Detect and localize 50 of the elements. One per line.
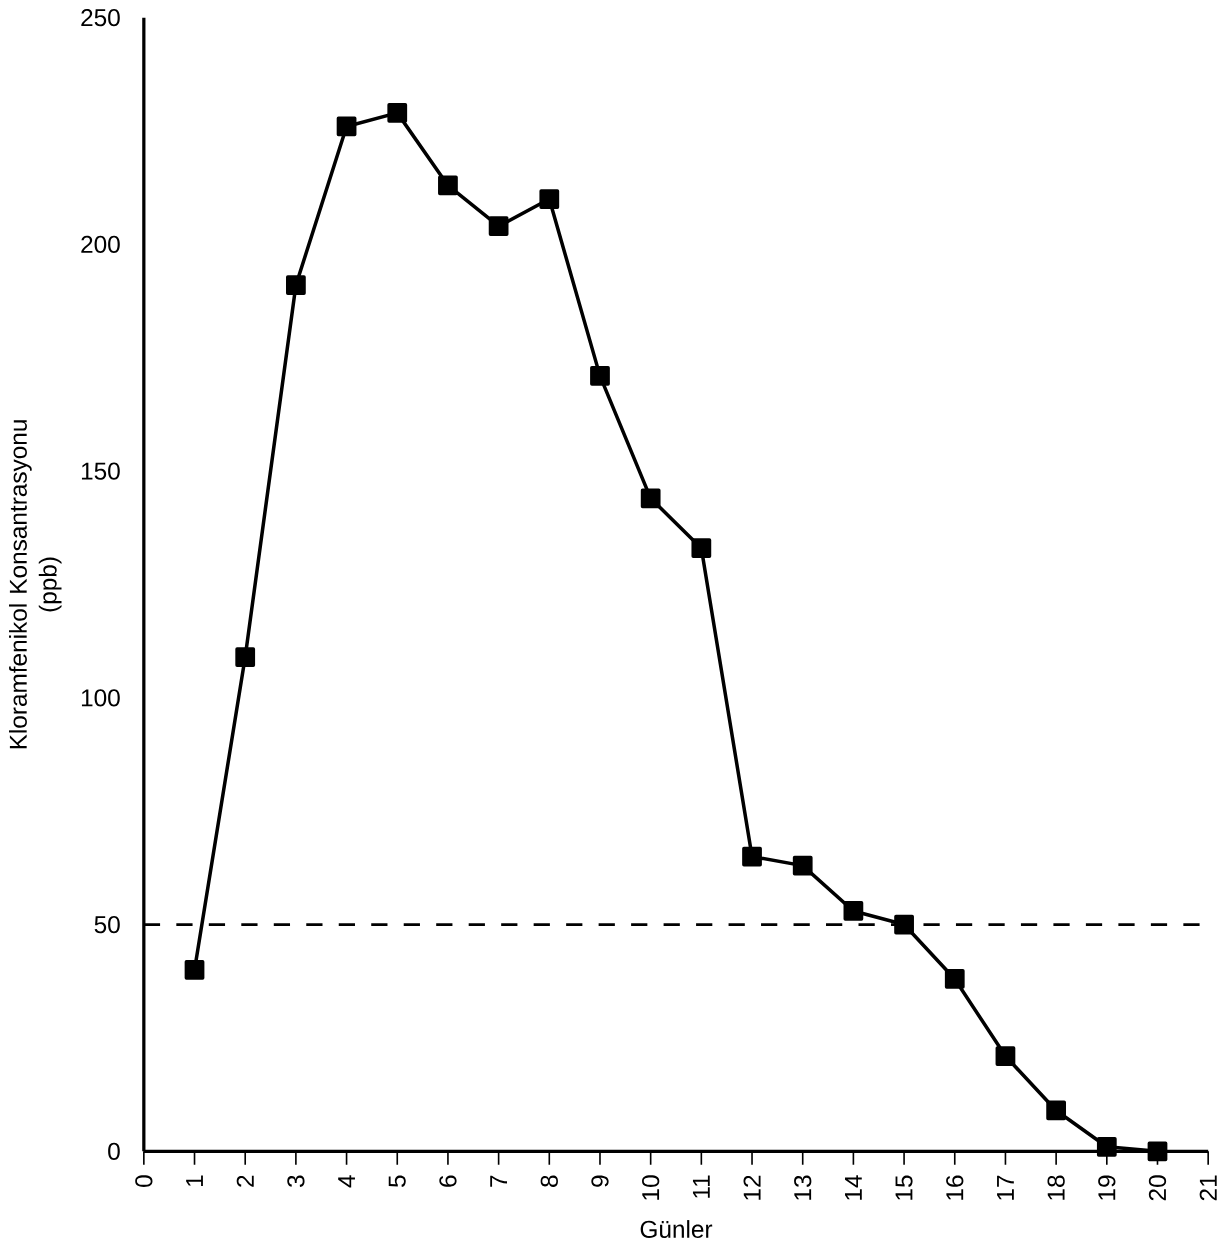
- point: [1147, 1141, 1168, 1162]
- y-tick-label: 250: [81, 9, 120, 27]
- y-tick-label: 150: [82, 462, 120, 480]
- x-tick-label: 6: [439, 1175, 457, 1187]
- x-tick-label: 21: [1199, 1175, 1217, 1201]
- x-tick-label: 15: [895, 1175, 913, 1200]
- point: [691, 538, 712, 559]
- x-tick-label: 9: [591, 1175, 609, 1187]
- x-tick-label: 4: [338, 1175, 356, 1188]
- x-tick-label: 3: [287, 1175, 305, 1188]
- point: [640, 488, 661, 509]
- point: [894, 914, 915, 935]
- x-tick-label: 18: [1047, 1175, 1065, 1200]
- point: [488, 216, 509, 237]
- x-tick-label: 1: [186, 1175, 204, 1187]
- x-tick-label: 5: [388, 1175, 406, 1187]
- y-tick-label: 200: [81, 235, 120, 254]
- point: [792, 855, 813, 876]
- point: [590, 366, 611, 386]
- x-tick-label: 13: [794, 1175, 812, 1200]
- x-tick-label: 2: [236, 1175, 254, 1187]
- point: [336, 116, 357, 137]
- point: [235, 647, 256, 667]
- x-tick-label: 19: [1098, 1175, 1116, 1200]
- x-tick-label: 12: [743, 1175, 761, 1200]
- point: [742, 846, 763, 867]
- y-tick-label: 100: [82, 689, 120, 707]
- point: [945, 969, 965, 989]
- point: [1046, 1100, 1067, 1121]
- point: [286, 275, 306, 296]
- point: [995, 1046, 1016, 1066]
- point: [438, 175, 458, 196]
- point: [539, 189, 560, 209]
- y-tick-label: 0: [108, 1142, 120, 1160]
- y-tick-label: 50: [94, 915, 120, 934]
- x-tick-label: 8: [540, 1175, 559, 1187]
- point: [1097, 1136, 1117, 1157]
- x-tick-label: 7: [490, 1175, 508, 1187]
- x-tick-label: 17: [997, 1175, 1014, 1200]
- point: [843, 901, 864, 921]
- x-tick-label: 10: [642, 1175, 660, 1200]
- x-tick-label: 0: [135, 1175, 153, 1188]
- x-axis-title: Günler: [640, 1220, 713, 1238]
- x-tick-label: 16: [946, 1175, 964, 1200]
- x-tick-label: 14: [845, 1175, 862, 1200]
- x-tick-label: 11: [693, 1175, 710, 1198]
- x-tick-label: 20: [1149, 1175, 1167, 1201]
- point: [387, 102, 408, 123]
- y-axis-title: Kloramfenikol Konsantrasyonu (ppb): [9, 420, 62, 749]
- point: [184, 960, 205, 980]
